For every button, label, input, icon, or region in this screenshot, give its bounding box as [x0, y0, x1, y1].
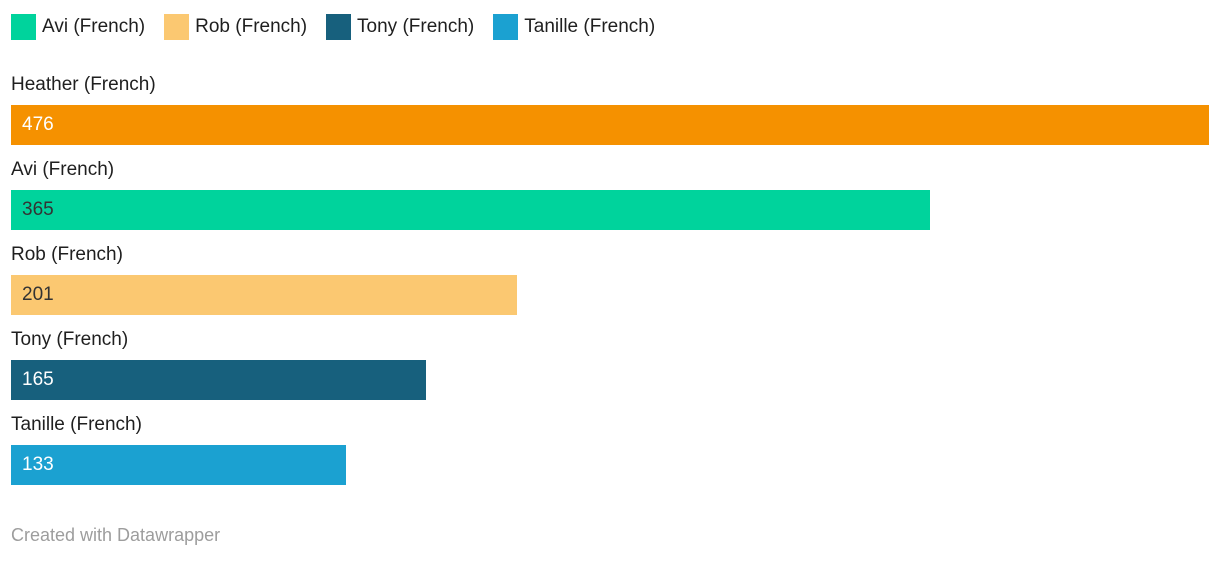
legend-swatch [164, 14, 190, 40]
bar-value-label: 476 [22, 114, 54, 135]
category-label: Tony (French) [11, 329, 129, 350]
legend-item-label: Tony (French) [357, 16, 475, 37]
bars-area: Heather (French) 476 Avi (French) 365 Ro… [0, 72, 1220, 485]
bar-tanille: 133 [11, 445, 346, 485]
legend-item-avi: Avi (French) [11, 14, 145, 40]
legend-item-label: Tanille (French) [524, 16, 656, 37]
legend-item-tanille: Tanille (French) [493, 14, 655, 40]
legend: Avi (French) Rob (French) Tony (French) … [0, 0, 1220, 40]
bar-value-label: 133 [22, 454, 54, 475]
bar-row-heather: Heather (French) 476 [11, 72, 1209, 145]
category-label: Heather (French) [11, 74, 156, 95]
bar-chart: Avi (French) Rob (French) Tony (French) … [0, 0, 1220, 546]
bar-row-tony: Tony (French) 165 [11, 327, 1209, 400]
legend-swatch [11, 14, 36, 40]
bar-rob: 201 [11, 275, 517, 315]
category-label: Rob (French) [11, 244, 123, 265]
category-label: Tanille (French) [11, 414, 142, 435]
legend-item-label: Rob (French) [195, 16, 308, 37]
bar-value-label: 201 [22, 284, 54, 305]
legend-swatch [326, 14, 352, 40]
bar-value-label: 365 [22, 199, 54, 220]
legend-item-label: Avi (French) [42, 16, 146, 37]
bar-heather: 476 [11, 105, 1209, 145]
category-label: Avi (French) [11, 159, 115, 180]
bar-tony: 165 [11, 360, 427, 400]
legend-item-tony: Tony (French) [326, 14, 474, 40]
bar-row-rob: Rob (French) 201 [11, 242, 1209, 315]
legend-item-rob: Rob (French) [164, 14, 307, 40]
chart-footer: Created with Datawrapper [0, 525, 1220, 546]
bar-row-tanille: Tanille (French) 133 [11, 412, 1209, 485]
legend-swatch [493, 14, 519, 40]
bar-value-label: 165 [22, 369, 54, 390]
bar-avi: 365 [11, 190, 930, 230]
datawrapper-credit-link[interactable]: Created with Datawrapper [11, 525, 221, 545]
bar-row-avi: Avi (French) 365 [11, 157, 1209, 230]
